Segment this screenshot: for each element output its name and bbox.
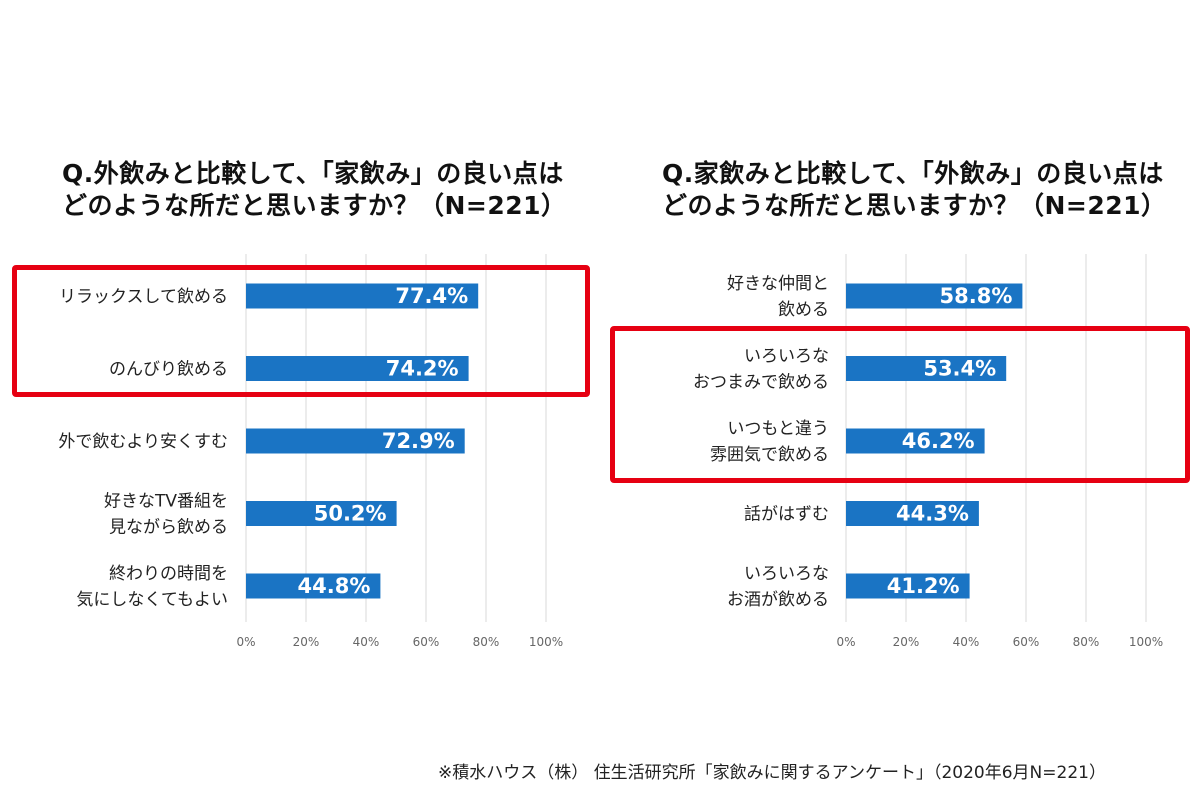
right-chart-title-line-2: どのような所だと思いますか？（N=221） xyxy=(662,191,1167,220)
right-highlight-box xyxy=(610,326,1190,483)
left-x-tick-label: 20% xyxy=(293,635,320,649)
right-bar xyxy=(846,573,970,599)
left-category-label-line: のんびり飲める xyxy=(109,360,228,380)
left-bar-value-label: 50.2% xyxy=(314,502,387,526)
right-x-tick-label: 20% xyxy=(893,635,920,649)
left-x-tick-label: 0% xyxy=(236,635,255,649)
right-category-label-line: 好きな仲間と xyxy=(727,274,829,294)
right-category-label-line: 話がはずむ xyxy=(744,505,829,525)
right-category-label: いろいろなお酒が飲める xyxy=(727,564,829,610)
source-footnote: ※積水ハウス（株） 住生活研究所「家飲みに関するアンケート」（2020年6月N=… xyxy=(438,763,1106,783)
right-category-label-line: お酒が飲める xyxy=(727,590,829,610)
right-category-label-line: いつもと違う xyxy=(727,419,829,439)
left-category-label-line: 好きなTV番組を xyxy=(104,492,228,512)
left-category-label: 終わりの時間を気にしなくてもよい xyxy=(76,564,228,610)
left-x-tick-label: 100% xyxy=(529,635,563,649)
right-bar-value-label: 53.4% xyxy=(923,357,996,381)
left-category-label-line: 見ながら飲める xyxy=(109,518,228,538)
right-bar xyxy=(846,428,985,454)
right-x-tick-label: 0% xyxy=(836,635,855,649)
left-x-tick-label: 80% xyxy=(473,635,500,649)
left-bar xyxy=(246,573,381,599)
right-x-tick-label: 100% xyxy=(1129,635,1163,649)
left-category-label-line: リラックスして飲める xyxy=(59,287,228,307)
right-bar xyxy=(846,283,1023,309)
left-bar xyxy=(246,283,479,309)
right-chart-title: Q.家飲みと比較して、「外飲み」の良い点は どのような所だと思いますか？（N=2… xyxy=(662,158,1167,222)
right-category-label-line: いろいろな xyxy=(744,347,829,367)
left-bar xyxy=(246,428,465,454)
right-category-label-line: いろいろな xyxy=(744,564,829,584)
right-category-label-line: おつまみで飲める xyxy=(693,373,829,393)
left-chart-title-line-1: Q.外飲みと比較して、「家飲み」の良い点は xyxy=(62,159,564,188)
right-category-label: 好きな仲間と飲める xyxy=(727,274,829,320)
left-category-label: のんびり飲める xyxy=(109,360,228,380)
left-bar xyxy=(246,501,397,526)
right-bar-value-label: 46.2% xyxy=(902,429,975,453)
left-category-label: 外で飲むより安くすむ xyxy=(58,432,228,452)
left-bar-value-label: 77.4% xyxy=(395,284,468,308)
left-category-label-line: 外で飲むより安くすむ xyxy=(58,432,228,452)
right-category-label-line: 雰囲気で飲める xyxy=(710,445,829,465)
left-bar-value-label: 74.2% xyxy=(386,357,459,381)
left-chart-title-line-2: どのような所だと思いますか？（N=221） xyxy=(62,191,567,220)
right-bar-value-label: 58.8% xyxy=(940,284,1013,308)
right-chart-title-line-1: Q.家飲みと比較して、「外飲み」の良い点は xyxy=(662,159,1164,188)
left-highlight-box xyxy=(12,265,590,397)
right-bar-value-label: 44.3% xyxy=(896,502,969,526)
left-x-tick-label: 60% xyxy=(413,635,440,649)
left-category-label: 好きなTV番組を見ながら飲める xyxy=(104,492,228,538)
left-category-label: リラックスして飲める xyxy=(59,287,228,307)
right-category-label: 話がはずむ xyxy=(744,505,829,525)
right-bar xyxy=(846,501,979,526)
left-bar-value-label: 72.9% xyxy=(382,429,455,453)
left-category-label-line: 気にしなくてもよい xyxy=(76,590,228,610)
right-category-label-line: 飲める xyxy=(778,300,829,320)
right-category-label: いろいろなおつまみで飲める xyxy=(693,347,829,393)
right-category-label: いつもと違う雰囲気で飲める xyxy=(710,419,829,465)
left-x-tick-label: 40% xyxy=(353,635,380,649)
right-x-tick-label: 40% xyxy=(953,635,980,649)
left-bar xyxy=(246,356,469,381)
right-x-tick-label: 60% xyxy=(1013,635,1040,649)
left-chart-title: Q.外飲みと比較して、「家飲み」の良い点は どのような所だと思いますか？（N=2… xyxy=(62,158,567,222)
right-bar xyxy=(846,356,1007,381)
left-category-label-line: 終わりの時間を xyxy=(109,564,228,584)
right-x-tick-label: 80% xyxy=(1073,635,1100,649)
right-bar-value-label: 41.2% xyxy=(887,574,960,598)
left-bar-value-label: 44.8% xyxy=(298,574,371,598)
